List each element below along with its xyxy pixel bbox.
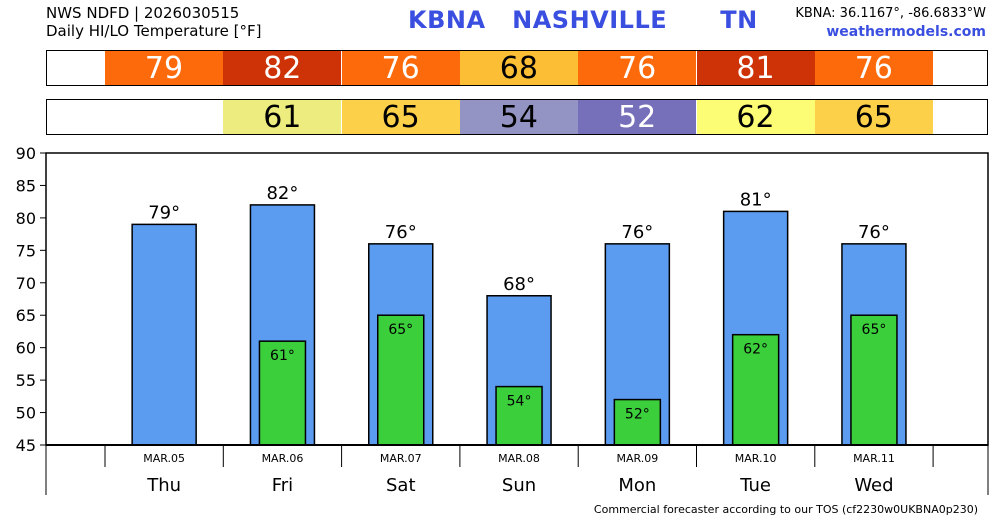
x-date-label: MAR.08	[498, 452, 540, 465]
high-temp-cell: 68	[459, 51, 578, 86]
low-temp-cell: 65	[341, 100, 460, 135]
x-day-label: Thu	[146, 475, 181, 496]
low-bar-label: 65°	[862, 322, 887, 338]
high-temp-cell: 81	[696, 51, 815, 86]
low-bar	[613, 398, 662, 446]
high-bar-label: 82°	[266, 183, 298, 204]
low-bar-label: 54°	[507, 394, 532, 410]
high-bar-label: 76°	[385, 222, 417, 243]
y-tick-label: 85	[16, 176, 36, 195]
high-temp-cell: 82	[223, 51, 342, 86]
low-bar-label: 62°	[743, 342, 768, 358]
y-tick-label: 90	[16, 144, 36, 163]
high-temp-cell: 76	[814, 51, 933, 86]
y-tick-label: 75	[16, 241, 36, 260]
low-bar-label: 52°	[625, 407, 650, 423]
low-temp-strip: 61 65 54 52 62 65	[46, 99, 988, 135]
low-temp-cell: 61	[223, 100, 342, 135]
high-temp-strip: 79 82 76 68 76 81 76	[46, 50, 988, 86]
x-day-label: Tue	[739, 475, 771, 496]
high-temp-cell: 79	[105, 51, 223, 86]
low-temp-cell: 62	[696, 100, 815, 135]
x-date-label: MAR.06	[262, 452, 304, 465]
header-left: NWS NDFD | 2026030515 Daily HI/LO Temper…	[46, 4, 262, 40]
x-date-label: MAR.11	[853, 452, 895, 465]
station-coords: KBNA: 36.1167°, -86.6833°W	[795, 6, 986, 21]
y-tick-label: 45	[16, 436, 36, 455]
high-bar	[131, 223, 197, 446]
site-link[interactable]: weathermodels.com	[826, 24, 986, 40]
low-temp-cell: 65	[814, 100, 933, 135]
low-temp-cell: 52	[578, 100, 697, 135]
temperature-bar-chart: 45 50 55 60 65 70 75 80 85 90 79° 82° 61° 76° 65° 68° 54…	[16, 144, 989, 496]
x-day-label: Sat	[386, 475, 416, 496]
high-bar-label: 68°	[503, 274, 535, 295]
low-bar	[258, 340, 307, 446]
header-right: KBNA: 36.1167°, -86.6833°W weathermodels…	[795, 5, 986, 41]
y-tick-label: 80	[16, 209, 36, 228]
x-day-label: Fri	[272, 475, 293, 496]
low-temp-cell: 54	[459, 100, 578, 135]
x-date-label: MAR.09	[616, 452, 658, 465]
product-title: NWS NDFD | 2026030515	[46, 4, 240, 22]
y-tick-label: 50	[16, 404, 36, 423]
high-bar-label: 76°	[858, 222, 890, 243]
x-date-label: MAR.07	[380, 452, 422, 465]
x-date-label: MAR.05	[143, 452, 185, 465]
low-bar-label: 61°	[270, 348, 295, 364]
chart-subtitle: Daily HI/LO Temperature [°F]	[46, 22, 262, 40]
high-bar-label: 76°	[621, 222, 653, 243]
x-day-label: Mon	[618, 475, 656, 496]
footer-note: Commercial forecaster according to our T…	[593, 503, 978, 516]
low-bar-label: 65°	[388, 322, 413, 338]
x-date-label: MAR.10	[735, 452, 777, 465]
x-day-label: Wed	[854, 475, 893, 496]
high-temp-cell: 76	[341, 51, 460, 86]
high-bar-label: 81°	[740, 189, 772, 210]
y-tick-label: 65	[16, 306, 36, 325]
high-temp-cell: 76	[578, 51, 697, 86]
y-tick-label: 70	[16, 274, 36, 293]
high-bar-label: 79°	[148, 202, 180, 223]
station-title: KBNA NASHVILLE TN	[408, 6, 758, 34]
y-tick-label: 60	[16, 339, 36, 358]
y-tick-label: 55	[16, 371, 36, 390]
x-day-label: Sun	[502, 475, 536, 496]
